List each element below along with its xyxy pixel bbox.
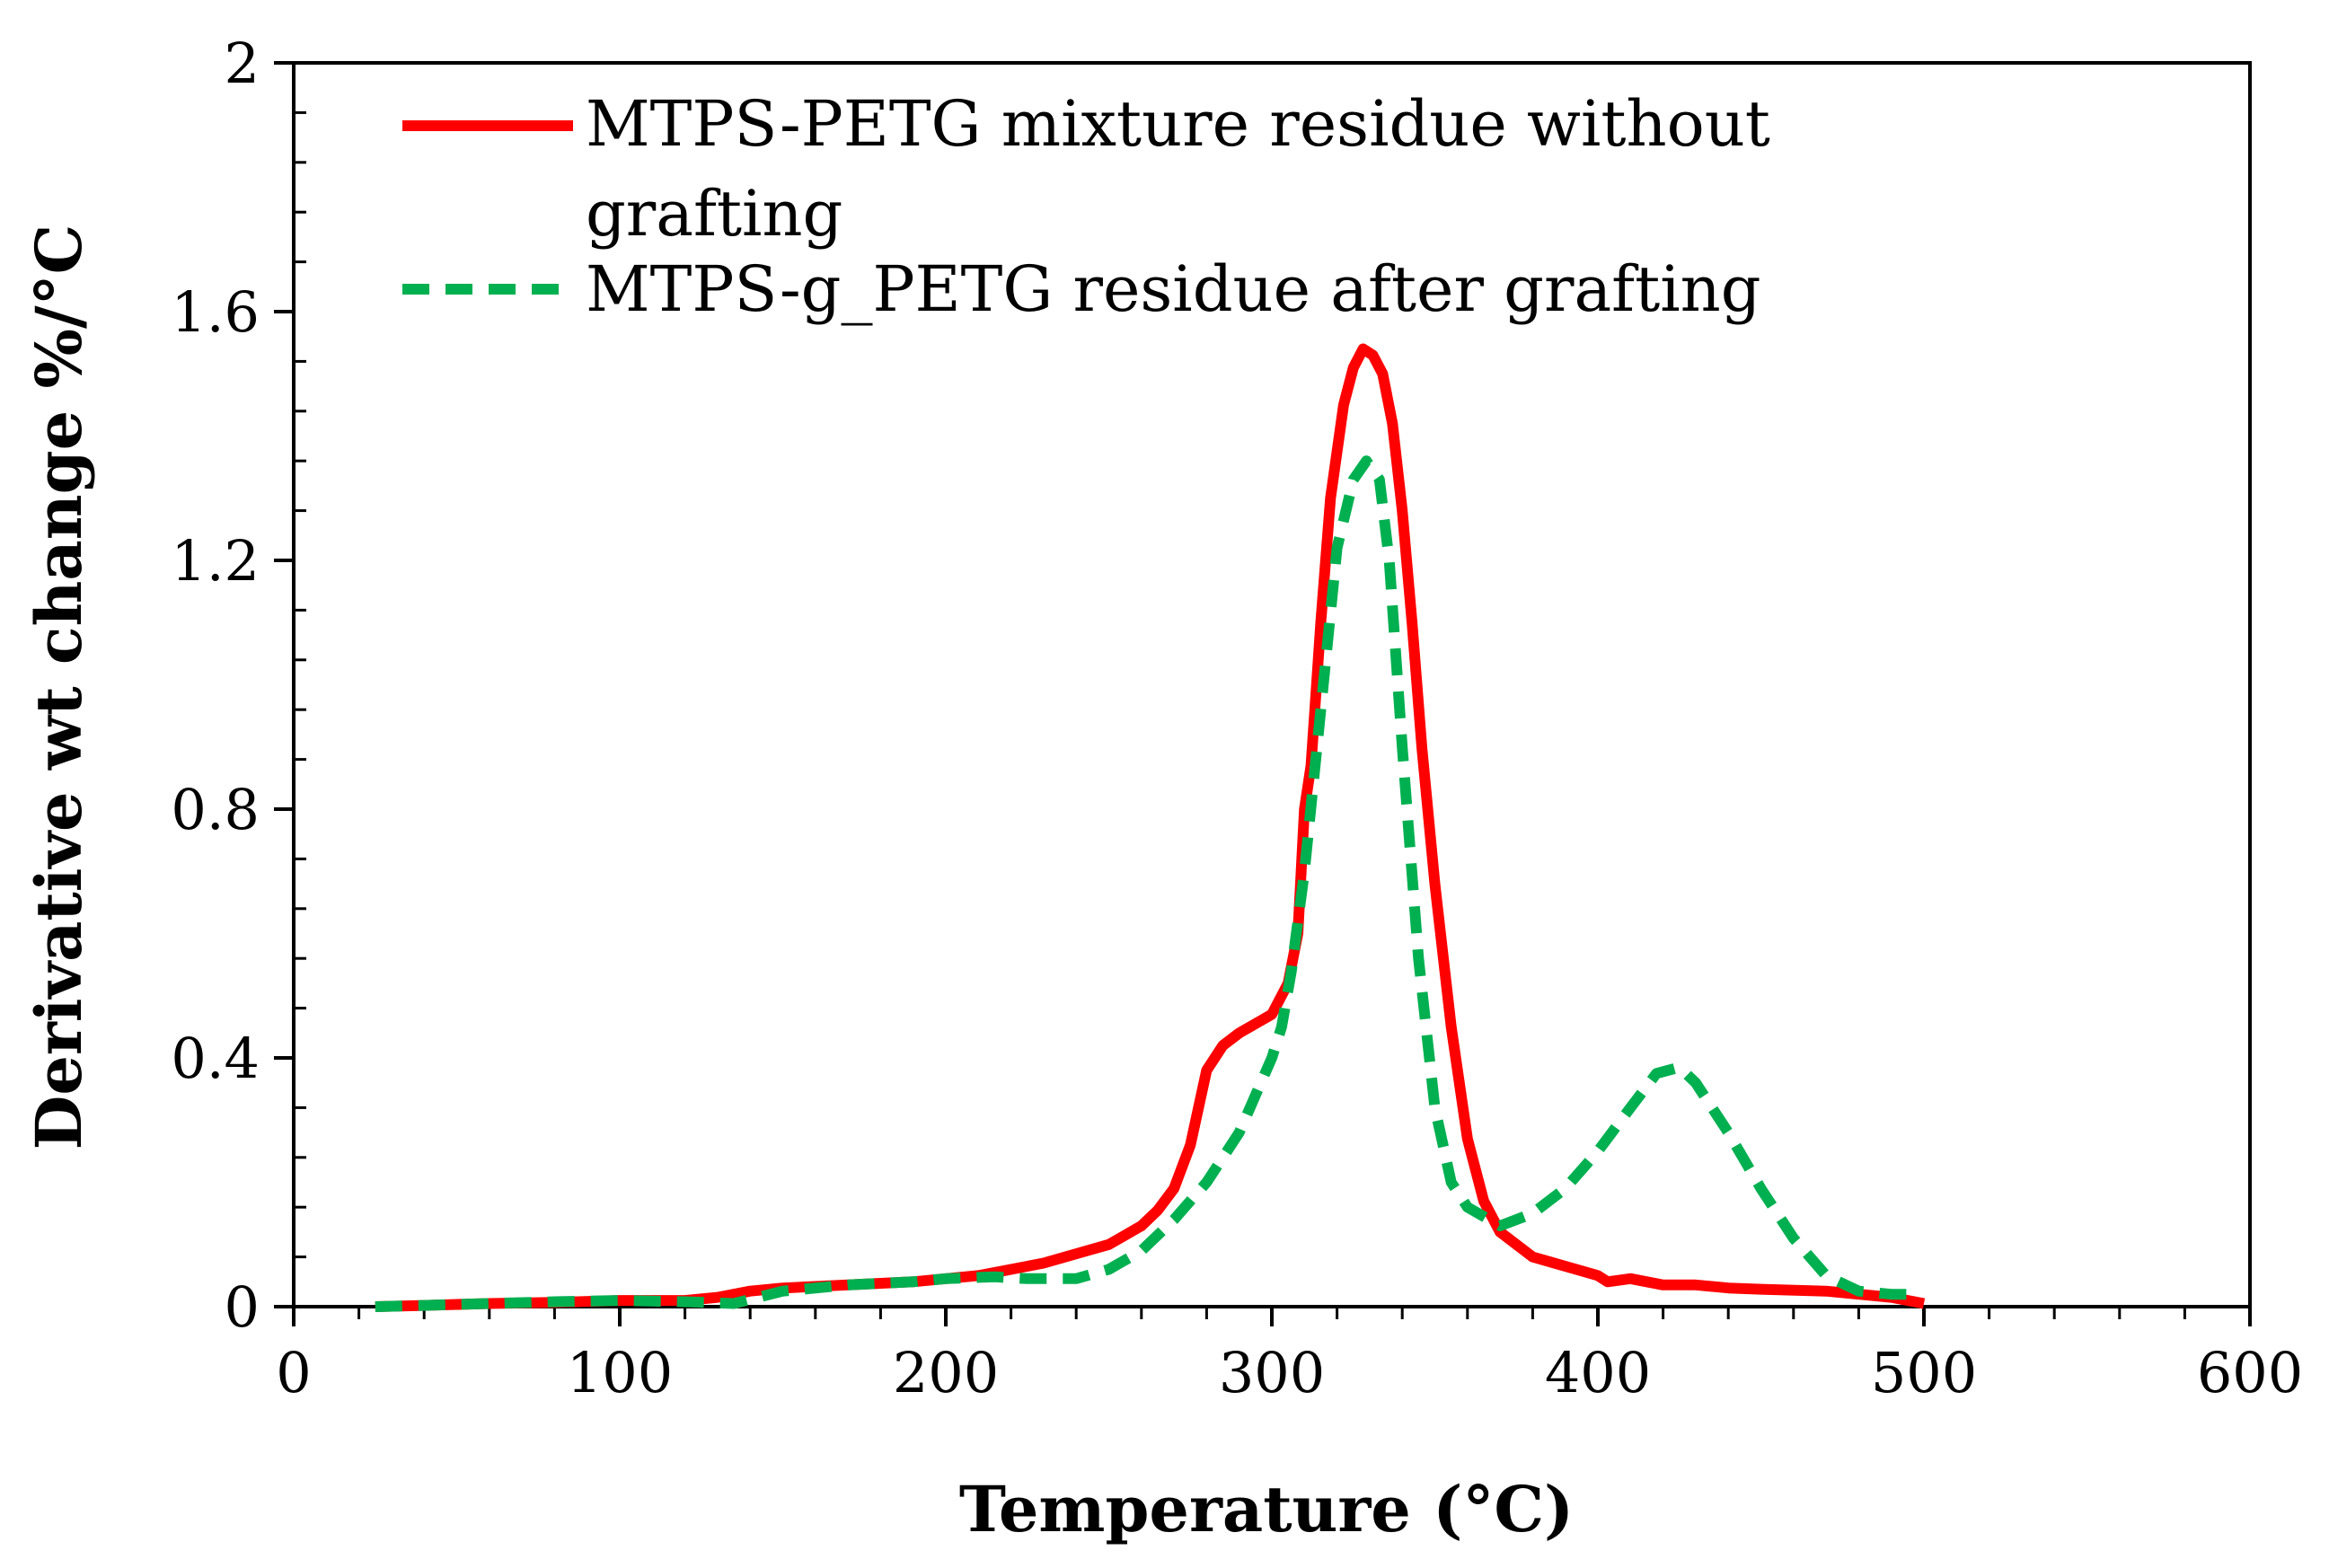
x-tick-label: 300 [1219,1340,1325,1405]
legend-label-red-line1: MTPS-PETG mixture residue without [586,87,1770,161]
x-tick-label: 400 [1545,1340,1651,1405]
x-tick-label: 600 [2197,1340,2303,1405]
legend-label-red-line2: grafting [586,177,842,251]
x-axis-title: Temperature (°C) [959,1472,1574,1546]
x-tick-label: 500 [1871,1340,1977,1405]
y-axis-title: Derivative wt change %/°C [22,225,96,1150]
y-tick-label: 0 [225,1274,260,1340]
tick-labels: 0 100 200 300 400 500 600 0 0.4 0.8 1.2 1.6 2 [171,31,2303,1405]
y-tick-label: 1.6 [171,279,260,345]
series-line-without-grafting [375,343,1926,1312]
x-tick-label: 200 [893,1340,999,1405]
x-tick-label: 0 [276,1340,311,1405]
y-tick-label: 1.2 [171,528,260,594]
x-tick-label: 100 [567,1340,673,1405]
legend-label-green: MTPS-g_PETG residue after grafting [586,252,1761,326]
axis-ticks [274,61,2252,1326]
legend: MTPS-PETG mixture residue without grafti… [402,87,1770,326]
series-lines [375,343,1926,1312]
y-tick-label: 0.8 [171,777,260,842]
series-line-after-grafting [375,455,1908,1312]
y-tick-label: 2 [225,31,260,96]
y-tick-label: 0.4 [171,1026,260,1091]
